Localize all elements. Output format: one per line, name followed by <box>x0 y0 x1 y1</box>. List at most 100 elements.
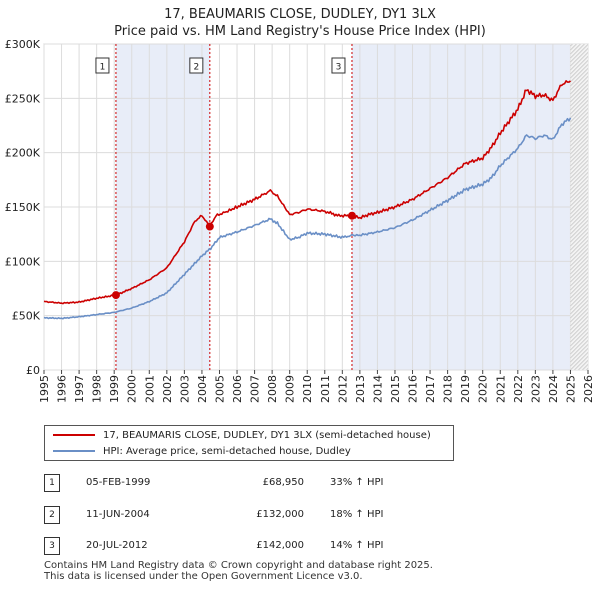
y-tick-label: £150K <box>5 201 41 214</box>
x-tick-label: 2022 <box>512 375 525 403</box>
future-hatch-line <box>570 308 588 327</box>
x-tick-label: 2011 <box>319 375 332 403</box>
title-line-1: 17, BEAUMARIS CLOSE, DUDLEY, DY1 3LX <box>164 7 436 22</box>
transaction-date: 11-JUN-2004 <box>86 509 150 520</box>
title-line-2: Price paid vs. HM Land Registry's House … <box>114 24 486 39</box>
x-tick-label: 2018 <box>442 375 455 403</box>
property-line <box>43 80 571 305</box>
transaction-box-frame <box>331 57 346 74</box>
x-tick-label: 2003 <box>178 375 191 403</box>
x-tick-label: 2019 <box>459 375 472 403</box>
transaction-box-frame <box>189 57 204 74</box>
legend-hpi-swatch <box>53 450 95 452</box>
transaction-price: £132,000 <box>256 509 304 520</box>
future-hatch-line <box>570 92 588 111</box>
x-tick-label: 1998 <box>91 375 104 403</box>
future-hatch-line <box>570 312 588 331</box>
y-tick-label: £100K <box>5 255 41 268</box>
y-tick-label: £300K <box>5 38 41 51</box>
y-tick-label: £200K <box>5 147 41 160</box>
footer-line-2: This data is licensed under the Open Gov… <box>44 571 363 582</box>
x-tick-label: 1995 <box>38 375 51 403</box>
footer: Contains HM Land Registry data © Crown c… <box>44 560 433 582</box>
x-tick-label: 2016 <box>407 375 420 403</box>
transaction-boxes: 1 2 3 <box>95 57 346 74</box>
grid-lines <box>43 43 589 371</box>
future-hatch-line <box>570 200 588 219</box>
x-tick-label: 2025 <box>564 375 577 403</box>
legend-item-property: 17, BEAUMARIS CLOSE, DUDLEY, DY1 3LX (se… <box>53 429 431 443</box>
price-chart: £0 £50K £100K £150K £200K £250K £300K 1995 1996… <box>5 38 595 403</box>
x-tick-label: 2008 <box>266 375 279 403</box>
x-tick-label: 1999 <box>108 375 121 403</box>
transaction-price: £142,000 <box>256 540 304 551</box>
sale-point-3 <box>347 211 356 220</box>
x-tick-label: 2012 <box>336 375 349 403</box>
transaction-hpi: 33% ↑ HPI <box>330 477 384 488</box>
transaction-date: 05-FEB-1999 <box>86 477 151 488</box>
x-tick-label: 2026 <box>582 375 595 403</box>
x-tick-label: 2000 <box>126 375 139 403</box>
y-tick-label: £250K <box>5 92 41 105</box>
table-row: 1 05-FEB-1999 £68,950 33% ↑ HPI <box>44 474 464 492</box>
x-tick-label: 2004 <box>196 375 209 403</box>
x-tick-label: 2024 <box>547 375 560 403</box>
future-hatch-line <box>570 96 588 115</box>
future-hatch-line <box>570 204 588 223</box>
future-hatch-line <box>570 192 588 211</box>
x-tick-label: 1997 <box>73 375 86 403</box>
x-tick-label: 2014 <box>371 375 384 403</box>
transaction-box-label: 3 <box>336 63 342 73</box>
transaction-hpi: 18% ↑ HPI <box>330 509 384 520</box>
future-hatch-line <box>570 300 588 319</box>
sale-point-1 <box>111 291 120 300</box>
chart-title: 17, BEAUMARIS CLOSE, DUDLEY, DY1 3LX Pri… <box>0 6 600 40</box>
sale-points <box>111 211 356 300</box>
future-hatch-line <box>570 84 588 103</box>
transaction-price: £68,950 <box>262 477 304 488</box>
legend-item-hpi: HPI: Average price, semi-detached house,… <box>53 445 351 459</box>
x-tick-label: 2015 <box>389 375 402 403</box>
transaction-box-2: 2 <box>189 57 204 74</box>
table-row: 2 11-JUN-2004 £132,000 18% ↑ HPI <box>44 506 464 524</box>
transaction-box-label: 1 <box>100 63 106 73</box>
future-hatch-line <box>570 88 588 107</box>
legend-hpi-label: HPI: Average price, semi-detached house,… <box>103 446 351 457</box>
transaction-box-1: 1 <box>95 57 110 74</box>
legend-property-label: 17, BEAUMARIS CLOSE, DUDLEY, DY1 3LX (se… <box>103 430 431 441</box>
transaction-hpi: 14% ↑ HPI <box>330 540 384 551</box>
footer-line-1: Contains HM Land Registry data © Crown c… <box>44 560 433 571</box>
series-lines <box>43 80 572 320</box>
x-tick-label: 2017 <box>424 375 437 403</box>
transaction-number: 3 <box>44 537 60 555</box>
transaction-box-frame <box>95 57 110 74</box>
x-tick-label: 2010 <box>301 375 314 403</box>
legend-property-swatch <box>53 434 95 436</box>
legend: 17, BEAUMARIS CLOSE, DUDLEY, DY1 3LX (se… <box>44 425 454 461</box>
x-axis-ticks: 1995 1996 1997 1998 1999 2000 2001 2002 2003 2004… <box>38 370 595 403</box>
x-tick-label: 2023 <box>529 375 542 403</box>
x-tick-label: 2013 <box>354 375 367 403</box>
transaction-box-3: 3 <box>331 57 346 74</box>
x-tick-label: 2007 <box>249 375 262 403</box>
sale-point-2 <box>205 222 214 231</box>
future-hatch <box>570 44 588 370</box>
transaction-number: 2 <box>44 506 60 524</box>
y-tick-label: £0 <box>26 364 40 377</box>
x-tick-label: 1996 <box>56 375 69 403</box>
table-row: 3 20-JUL-2012 £142,000 14% ↑ HPI <box>44 537 464 555</box>
x-tick-label: 2020 <box>477 375 490 403</box>
x-tick-label: 2001 <box>143 375 156 403</box>
x-tick-label: 2006 <box>231 375 244 403</box>
x-tick-label: 2005 <box>213 375 226 403</box>
hpi-line <box>43 117 572 320</box>
y-tick-label: £50K <box>12 310 41 323</box>
future-hatch-line <box>570 304 588 323</box>
transaction-number: 1 <box>44 474 60 492</box>
future-hatch-line <box>570 196 588 215</box>
transaction-box-label: 2 <box>193 63 199 73</box>
transaction-date: 20-JUL-2012 <box>86 540 148 551</box>
x-tick-label: 2021 <box>494 375 507 403</box>
y-axis-ticks: £0 £50K £100K £150K £200K £250K £300K <box>5 38 41 377</box>
x-tick-label: 2009 <box>284 375 297 403</box>
